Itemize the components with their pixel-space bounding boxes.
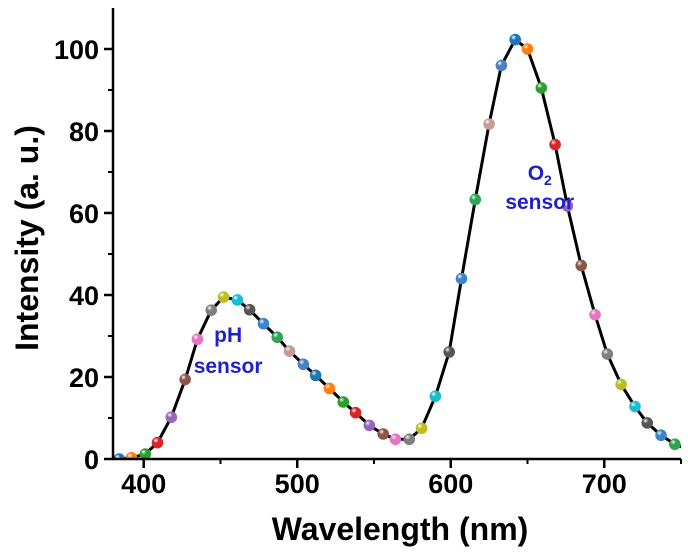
data-point [469,193,482,206]
x-tick-label: 400 [121,469,166,499]
y-tick-label: 60 [69,199,99,229]
y-tick-label: 20 [69,363,99,393]
data-point [589,308,601,321]
data-point [495,59,508,72]
data-point [429,390,442,403]
data-point [615,378,627,391]
data-layer [113,33,688,459]
y-tick-label: 0 [84,445,99,475]
data-point [455,272,468,285]
data-point [535,82,548,94]
data-point [257,317,270,330]
annotation-label: sensor [194,355,263,378]
plot-area: 400 500 600 700 0 20 40 60 80 100 pH sensor O2 sensor [54,8,688,499]
data-point [165,411,178,423]
data-point [655,429,667,442]
data-point [521,43,534,55]
data-point [337,396,350,408]
data-point [139,448,152,459]
data-point [629,400,641,413]
x-tick-label: 600 [428,469,473,499]
data-point [389,433,402,446]
data-point [415,422,428,435]
annotation-subscript: 2 [544,172,552,188]
data-point [509,33,522,46]
data-point [682,444,688,455]
x-tick-label: 700 [582,469,627,499]
data-point [231,294,244,306]
x-axis-label: Wavelength (nm) [272,511,529,547]
data-point [443,346,455,358]
data-point [323,382,336,395]
data-point [549,138,561,151]
data-point [271,331,284,344]
data-point [217,291,230,303]
y-tick-label: 40 [69,281,99,311]
data-point [669,438,681,451]
data-point [283,345,296,357]
annotation-label: O2 [528,162,552,188]
annotation-label: sensor [505,191,574,214]
data-point [561,200,574,212]
data-point [377,428,389,440]
spectrum-line [118,38,681,459]
data-point [191,333,204,346]
annotation-label: pH [214,324,242,347]
data-point [363,419,376,432]
data-point [151,436,164,449]
data-point [179,373,191,386]
data-point [113,453,125,459]
data-point [601,348,614,360]
data-point [641,417,654,429]
y-tick-label: 80 [69,117,99,147]
data-point [575,259,588,272]
y-axis-label: Intensity (a. u.) [9,125,45,351]
data-point [483,118,495,130]
data-point [297,358,310,371]
data-point [205,304,218,316]
data-point [403,433,416,446]
y-tick-label: 100 [54,35,99,65]
data-point [243,303,256,316]
data-point [349,406,362,419]
data-point [309,369,322,382]
x-tick-label: 500 [275,469,320,499]
